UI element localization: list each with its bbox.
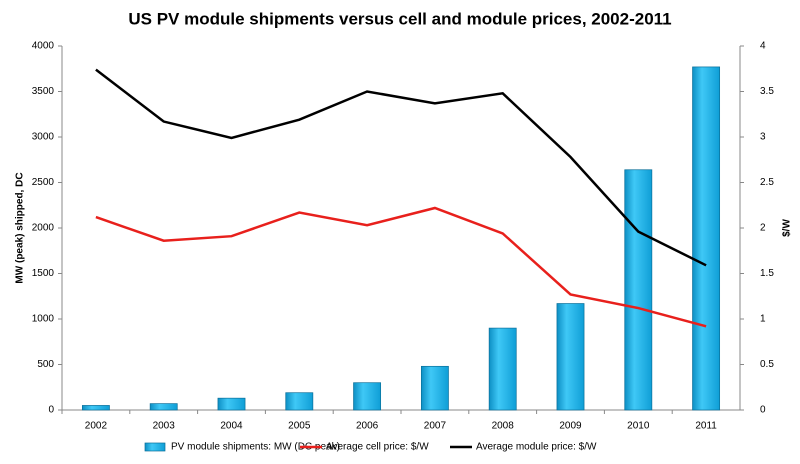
y2-tick-label: 4 bbox=[760, 41, 766, 52]
line bbox=[95, 68, 707, 267]
x-tick-label: 2005 bbox=[288, 421, 311, 432]
y2-tick-label: 1.5 bbox=[760, 268, 774, 279]
y2-tick-label: 0 bbox=[760, 405, 766, 416]
bar bbox=[488, 327, 517, 411]
x-tick-label: 2011 bbox=[695, 421, 717, 432]
bar bbox=[217, 397, 246, 411]
x-tick-label: 2008 bbox=[492, 421, 515, 432]
bar bbox=[692, 66, 721, 411]
legend-label: Average module price: $/W bbox=[476, 442, 597, 453]
y-tick-label: 3000 bbox=[32, 132, 55, 143]
y-tick-label: 2000 bbox=[32, 223, 55, 234]
line bbox=[95, 206, 707, 328]
chart-title: US PV module shipments versus cell and m… bbox=[128, 9, 671, 28]
x-tick-label: 2004 bbox=[220, 421, 243, 432]
y-tick-label: 0 bbox=[48, 405, 54, 416]
y-tick-label: 4000 bbox=[32, 41, 55, 52]
legend-label: PV module shipments: MW (DC peak) bbox=[171, 442, 340, 453]
y-tick-label: 500 bbox=[37, 359, 54, 370]
y2-axis-label: $/W bbox=[782, 219, 793, 237]
legend-swatch bbox=[144, 442, 166, 452]
y2-tick-label: 2 bbox=[760, 223, 766, 234]
y2-tick-label: 3 bbox=[760, 132, 766, 143]
x-tick-label: 2007 bbox=[424, 421, 447, 432]
y2-tick-label: 2.5 bbox=[760, 177, 774, 188]
bar bbox=[81, 405, 110, 411]
y2-tick-label: 0.5 bbox=[760, 359, 774, 370]
x-tick-label: 2006 bbox=[356, 421, 379, 432]
y2-tick-label: 1 bbox=[760, 314, 766, 325]
x-tick-label: 2009 bbox=[559, 421, 582, 432]
bar bbox=[149, 403, 178, 411]
y-axis-label: MW (peak) shipped, DC bbox=[15, 172, 26, 283]
legend-label: Average cell price: $/W bbox=[326, 442, 429, 453]
y-tick-label: 2500 bbox=[32, 177, 55, 188]
x-tick-label: 2003 bbox=[153, 421, 176, 432]
y-tick-label: 1000 bbox=[32, 314, 55, 325]
x-tick-label: 2002 bbox=[85, 421, 108, 432]
bar bbox=[420, 365, 449, 411]
bar bbox=[285, 392, 314, 411]
y-tick-label: 1500 bbox=[32, 268, 55, 279]
bar bbox=[556, 303, 585, 411]
x-tick-label: 2010 bbox=[627, 421, 650, 432]
y-tick-label: 3500 bbox=[32, 86, 55, 97]
bar bbox=[353, 382, 382, 411]
bar bbox=[624, 169, 653, 411]
y2-tick-label: 3.5 bbox=[760, 86, 774, 97]
